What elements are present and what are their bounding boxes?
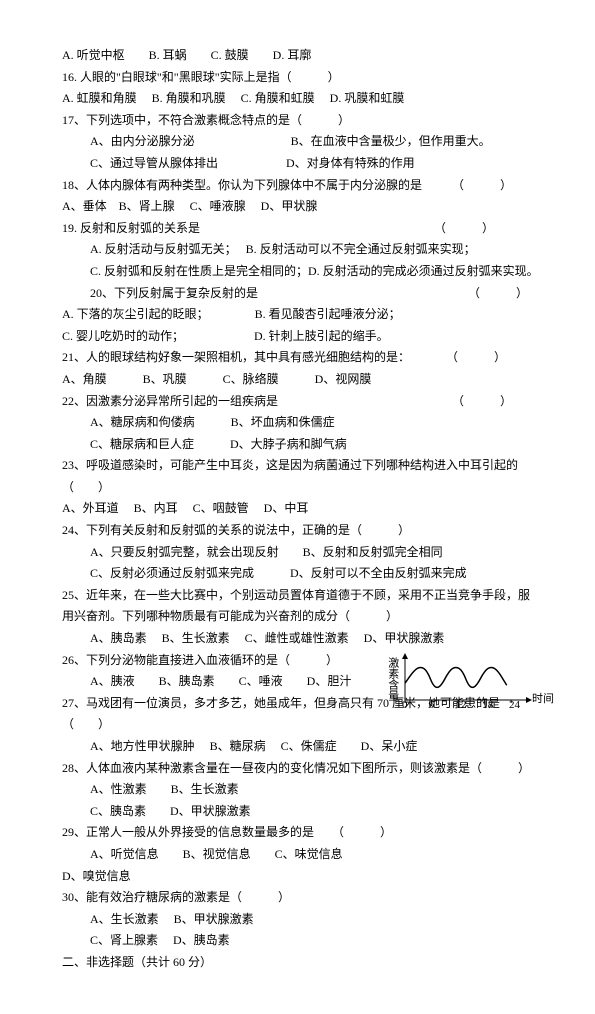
q25-stem: 25、近年来，在一些大比赛中，个别运动员置体育道德于不顾，采用不正当竞争手段，服…	[62, 585, 540, 628]
q17-opt-c: C、通过导管从腺体排出	[90, 156, 218, 170]
q28-opt-ab: A、性激素 B、生长激素	[62, 779, 540, 801]
q24-opt-c: C、反射必须通过反射弧来完成	[90, 566, 254, 580]
q24-row1: A、只要反射弧完整，就会出现反射 B、反射和反射弧完全相同	[62, 542, 540, 564]
q30-stem: 30、能有效治疗糖尿病的激素是（ ）	[62, 887, 540, 909]
q23-stem: 23、呼吸道感染时，可能产生中耳炎，这是因为病菌通过下列哪种结构进入中耳引起的（…	[62, 455, 540, 498]
section-2-title: 二、非选择题（共计 60 分）	[62, 952, 540, 974]
q29-opt-abc: A、听觉信息 B、视觉信息 C、味觉信息	[62, 844, 540, 866]
q22-stem: 22、因激素分泌异常所引起的一组疾病是 （ ）	[62, 391, 540, 413]
q24-row2: C、反射必须通过反射弧来完成 D、反射可以不全由反射弧来完成	[62, 563, 540, 585]
q17-opt-a: A、由内分泌腺分泌	[90, 134, 195, 148]
q23-options: A、外耳道 B、内耳 C、咽鼓管 D、中耳	[62, 498, 540, 520]
q17-row1: A、由内分泌腺分泌 B、在血液中含量极少，但作用重大。	[62, 131, 540, 153]
q16-options: A. 虹膜和角膜 B. 角膜和巩膜 C. 角膜和虹膜 D. 巩膜和虹膜	[62, 88, 540, 110]
q19-opt-ab: A. 反射活动与反射弧无关； B. 反射活动可以不完全通过反射弧来实现；	[62, 239, 540, 261]
q28-stem: 28、人体血液内某种激素含量在一昼夜内的变化情况如下图所示，则该激素是（ ）	[62, 758, 540, 780]
q22-opt-cd: C、糖尿病和巨人症 D、大脖子病和脚气病	[62, 434, 540, 456]
q20-opt-c: C. 婴儿吃奶时的动作；	[62, 329, 184, 343]
hormone-chart: 激素含量 0 6 12 18 24 时间	[380, 652, 550, 722]
q20-row1: A. 下落的灰尘引起的眨眼； B. 看见酸杏引起唾液分泌；	[62, 304, 540, 326]
q29-stem: 29、正常人一般从外界接受的信息数量最多的是 （ ）	[62, 822, 540, 844]
q17-opt-d: D、对身体有特殊的作用	[286, 156, 415, 170]
q27-options: A、地方性甲状腺肿 B、糖尿病 C、侏儒症 D、呆小症	[62, 736, 540, 758]
q20-row2: C. 婴儿吃奶时的动作； D. 针刺上肢引起的缩手。	[62, 326, 540, 348]
q17-row2: C、通过导管从腺体排出 D、对身体有特殊的作用	[62, 153, 540, 175]
q25-options: A、胰岛素 B、生长激素 C、雌性或雄性激素 D、甲状腺激素	[62, 628, 540, 650]
q29-opt-d: D、嗅觉信息	[62, 866, 540, 888]
q28-opt-cd: C、胰岛素 D、甲状腺激素	[62, 801, 540, 823]
chart-xtick-labels: 0 6 12 18 24	[402, 696, 527, 716]
q21-stem: 21、人的眼球结构好象一架照相机，其中具有感光细胞结构的是： （ ）	[62, 347, 540, 369]
q18-stem: 18、人体内腺体有两种类型。你认为下列腺体中不属于内分泌腺的是 （ ）	[62, 175, 540, 197]
q19-opt-cd: C. 反射弧和反射在性质上是完全相同的；D. 反射活动的完成必须通过反射弧来实现…	[62, 261, 540, 283]
q24-stem: 24、下列有关反射和反射弧的关系的说法中，正确的是（ ）	[62, 520, 540, 542]
q20-stem: 20、下列反射属于复杂反射的是 （ ）	[62, 283, 540, 305]
q21-options: A、角膜 B、巩膜 C、脉络膜 D、视网膜	[62, 369, 540, 391]
q18-options: A、垂体 B、肾上腺 C、唾液腺 D、甲状腺	[62, 196, 540, 218]
q22-opt-ab: A、糖尿病和佝偻病 B、坏血病和侏儒症	[62, 412, 540, 434]
q30-opt-ab: A、生长激素 B、甲状腺激素	[62, 909, 540, 931]
q24-opt-a: A、只要反射弧完整，就会出现反射	[90, 545, 279, 559]
q20-opt-b: B. 看见酸杏引起唾液分泌；	[255, 307, 401, 321]
q17-stem: 17、下列选项中，不符合激素概念特点的是（ ）	[62, 110, 540, 132]
q20-opt-d: D. 针刺上肢引起的缩手。	[254, 329, 389, 343]
q20-opt-a: A. 下落的灰尘引起的眨眼；	[62, 307, 209, 321]
chart-xlabel: 时间	[532, 690, 554, 710]
q16-stem: 16. 人眼的"白眼球"和"黑眼球"实际上是指（ ）	[62, 67, 540, 89]
q24-opt-b: B、反射和反射弧完全相同	[303, 545, 443, 559]
q17-opt-b: B、在血液中含量极少，但作用重大。	[291, 134, 491, 148]
q19-stem: 19. 反射和反射弧的关系是 （ ）	[62, 218, 540, 240]
q30-opt-cd: C、肾上腺素 D、胰岛素	[62, 930, 540, 952]
chart-ylabel: 激素含量	[382, 657, 402, 701]
q24-opt-d: D、反射可以不全由反射弧来完成	[290, 566, 467, 580]
q15-options: A. 听觉中枢 B. 耳蜗 C. 鼓膜 D. 耳廓	[62, 45, 540, 67]
